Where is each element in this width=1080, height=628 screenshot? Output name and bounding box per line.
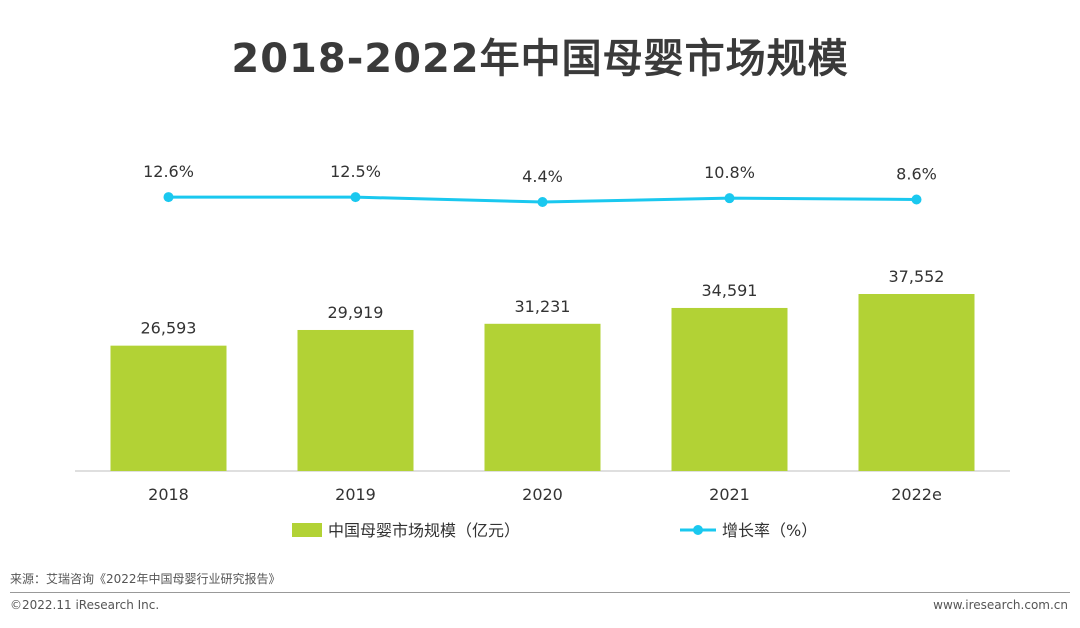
- growth-point: [350, 192, 361, 203]
- growth-point: [724, 193, 735, 204]
- bar-label: 34,591: [702, 281, 758, 300]
- bar-2018: [110, 345, 227, 471]
- growth-label: 4.4%: [522, 167, 563, 186]
- bar-2021: [671, 307, 788, 471]
- growth-label: 8.6%: [896, 164, 937, 183]
- x-tick-label: 2020: [522, 485, 563, 504]
- x-tick-label: 2018: [148, 485, 189, 504]
- growth-label: 12.5%: [330, 162, 381, 181]
- bar-label: 37,552: [889, 267, 945, 286]
- chart-title: 2018-2022年中国母婴市场规模: [231, 36, 849, 82]
- growth-point: [537, 197, 548, 207]
- growth-label: 10.8%: [704, 163, 755, 182]
- footer-divider: [10, 592, 1070, 593]
- copyright: ©2022.11 iResearch Inc.: [10, 598, 160, 612]
- growth-point: [163, 192, 174, 203]
- bar-2020: [484, 323, 601, 471]
- legend-bar-label: 中国母婴市场规模（亿元）: [328, 521, 520, 540]
- growth-point: [911, 194, 922, 205]
- bar-label: 26,593: [141, 319, 197, 338]
- bar-2022e: [858, 294, 975, 471]
- legend-line-label: 增长率（%）: [722, 521, 817, 540]
- x-tick-label: 2019: [335, 485, 376, 504]
- bar-label: 29,919: [328, 303, 384, 322]
- growth-label: 12.6%: [143, 162, 194, 181]
- x-tick-label: 2022e: [891, 485, 942, 504]
- bar-2019: [297, 329, 414, 471]
- bar-label: 31,231: [515, 297, 571, 316]
- website-link: www.iresearch.com.cn: [933, 598, 1068, 612]
- source-note: 来源：艾瑞咨询《2022年中国母婴行业研究报告》: [10, 572, 281, 586]
- x-tick-label: 2021: [709, 485, 750, 504]
- legend-bar-swatch: [292, 523, 322, 537]
- legend-line-marker: [693, 525, 703, 535]
